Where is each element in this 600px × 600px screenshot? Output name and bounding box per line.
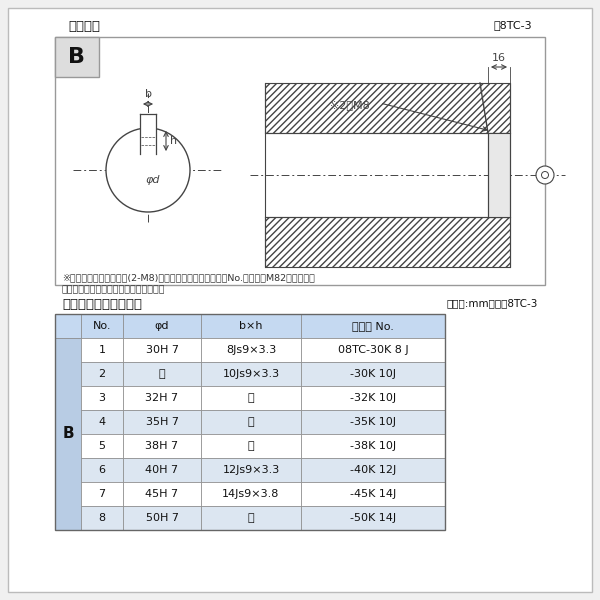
Text: 8: 8 bbox=[98, 513, 106, 523]
Text: b: b bbox=[145, 89, 151, 99]
Bar bbox=[201, 314, 301, 338]
Text: 10Js9×3.3: 10Js9×3.3 bbox=[223, 369, 280, 379]
Text: h: h bbox=[170, 136, 177, 146]
Bar bbox=[81, 458, 123, 482]
Bar bbox=[123, 506, 201, 530]
Text: -50K 14J: -50K 14J bbox=[350, 513, 396, 523]
Bar bbox=[81, 362, 123, 386]
Bar bbox=[81, 482, 123, 506]
Text: 6: 6 bbox=[98, 465, 106, 475]
Bar bbox=[201, 362, 301, 386]
Circle shape bbox=[536, 166, 554, 184]
Bar bbox=[81, 314, 123, 338]
Polygon shape bbox=[265, 83, 510, 133]
Text: 32H 7: 32H 7 bbox=[145, 393, 179, 403]
Bar bbox=[55, 314, 81, 338]
Text: B: B bbox=[68, 47, 86, 67]
Polygon shape bbox=[265, 217, 510, 267]
Text: （単位:mm）　袆8TC-3: （単位:mm） 袆8TC-3 bbox=[446, 298, 538, 308]
Bar bbox=[301, 314, 445, 338]
Text: 2: 2 bbox=[98, 369, 106, 379]
Bar bbox=[301, 482, 445, 506]
Bar bbox=[123, 434, 201, 458]
Text: 7: 7 bbox=[98, 489, 106, 499]
Bar bbox=[81, 386, 123, 410]
Bar bbox=[201, 434, 301, 458]
Text: 50H 7: 50H 7 bbox=[146, 513, 179, 523]
Text: -30K 10J: -30K 10J bbox=[350, 369, 396, 379]
Bar bbox=[301, 386, 445, 410]
Text: 12Js9×3.3: 12Js9×3.3 bbox=[223, 465, 280, 475]
Bar bbox=[301, 338, 445, 362]
Text: 囸8TC-3: 囸8TC-3 bbox=[493, 20, 532, 30]
Bar bbox=[123, 386, 201, 410]
Bar bbox=[301, 410, 445, 434]
Bar bbox=[140, 113, 156, 154]
Bar bbox=[201, 482, 301, 506]
Bar bbox=[488, 133, 510, 217]
Text: 45H 7: 45H 7 bbox=[145, 489, 179, 499]
Bar bbox=[55, 37, 545, 285]
Bar bbox=[301, 506, 445, 530]
Text: 40H 7: 40H 7 bbox=[145, 465, 179, 475]
Bar bbox=[201, 386, 301, 410]
Text: -38K 10J: -38K 10J bbox=[350, 441, 396, 451]
Text: -40K 12J: -40K 12J bbox=[350, 465, 396, 475]
Text: B: B bbox=[62, 427, 74, 442]
Bar bbox=[301, 434, 445, 458]
Bar bbox=[81, 410, 123, 434]
Bar bbox=[201, 458, 301, 482]
Text: 〃: 〃 bbox=[158, 369, 166, 379]
Bar bbox=[81, 338, 123, 362]
Bar bbox=[123, 410, 201, 434]
Text: 16: 16 bbox=[492, 53, 506, 63]
Text: 4: 4 bbox=[98, 417, 106, 427]
Text: 3: 3 bbox=[98, 393, 106, 403]
Bar bbox=[301, 362, 445, 386]
Bar bbox=[201, 506, 301, 530]
Bar bbox=[123, 362, 201, 386]
Circle shape bbox=[106, 128, 190, 212]
Text: b×h: b×h bbox=[239, 321, 263, 331]
Text: ※2－M8: ※2－M8 bbox=[330, 100, 370, 110]
Text: 35H 7: 35H 7 bbox=[146, 417, 179, 427]
Text: （セットボルトは付属されています。）: （セットボルトは付属されています。） bbox=[62, 285, 166, 294]
Bar bbox=[123, 458, 201, 482]
Text: ※セットボルト用タップ(2-M8)が必要な場合は右記コードNo.の末尾にM82を付ける。: ※セットボルト用タップ(2-M8)が必要な場合は右記コードNo.の末尾にM82を… bbox=[62, 273, 315, 282]
Text: 軸穴形状コード一覧表: 軸穴形状コード一覧表 bbox=[62, 298, 142, 311]
Text: φd: φd bbox=[155, 321, 169, 331]
Bar bbox=[123, 338, 201, 362]
Text: 軸穴形状: 軸穴形状 bbox=[68, 20, 100, 33]
Text: コード No.: コード No. bbox=[352, 321, 394, 331]
Text: 08TC-30K 8 J: 08TC-30K 8 J bbox=[338, 345, 409, 355]
Text: 〃: 〃 bbox=[248, 417, 254, 427]
Text: φd: φd bbox=[146, 175, 160, 185]
Bar bbox=[81, 434, 123, 458]
Bar bbox=[201, 410, 301, 434]
Text: 1: 1 bbox=[98, 345, 106, 355]
Bar bbox=[301, 458, 445, 482]
Circle shape bbox=[542, 172, 548, 179]
Text: 〃: 〃 bbox=[248, 441, 254, 451]
Text: 〃: 〃 bbox=[248, 513, 254, 523]
Bar bbox=[81, 506, 123, 530]
Bar bbox=[55, 37, 99, 77]
Text: 〃: 〃 bbox=[248, 393, 254, 403]
Bar bbox=[201, 338, 301, 362]
Text: -35K 10J: -35K 10J bbox=[350, 417, 396, 427]
Text: -45K 14J: -45K 14J bbox=[350, 489, 396, 499]
Text: 30H 7: 30H 7 bbox=[146, 345, 179, 355]
Text: 5: 5 bbox=[98, 441, 106, 451]
Bar bbox=[55, 338, 81, 530]
Text: 8Js9×3.3: 8Js9×3.3 bbox=[226, 345, 276, 355]
Text: 14Js9×3.8: 14Js9×3.8 bbox=[223, 489, 280, 499]
Text: 38H 7: 38H 7 bbox=[145, 441, 179, 451]
Bar bbox=[123, 482, 201, 506]
Bar bbox=[123, 314, 201, 338]
Text: No.: No. bbox=[93, 321, 111, 331]
Bar bbox=[55, 314, 445, 530]
Text: -32K 10J: -32K 10J bbox=[350, 393, 396, 403]
